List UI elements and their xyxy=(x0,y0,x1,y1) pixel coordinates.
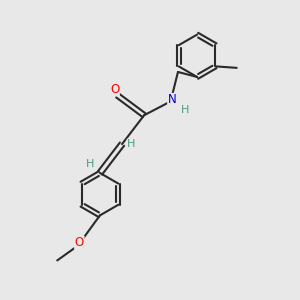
Text: H: H xyxy=(85,158,94,169)
Text: H: H xyxy=(127,139,136,149)
Text: H: H xyxy=(181,105,189,115)
Text: N: N xyxy=(168,93,176,106)
Text: O: O xyxy=(110,82,119,95)
Text: O: O xyxy=(75,236,84,249)
